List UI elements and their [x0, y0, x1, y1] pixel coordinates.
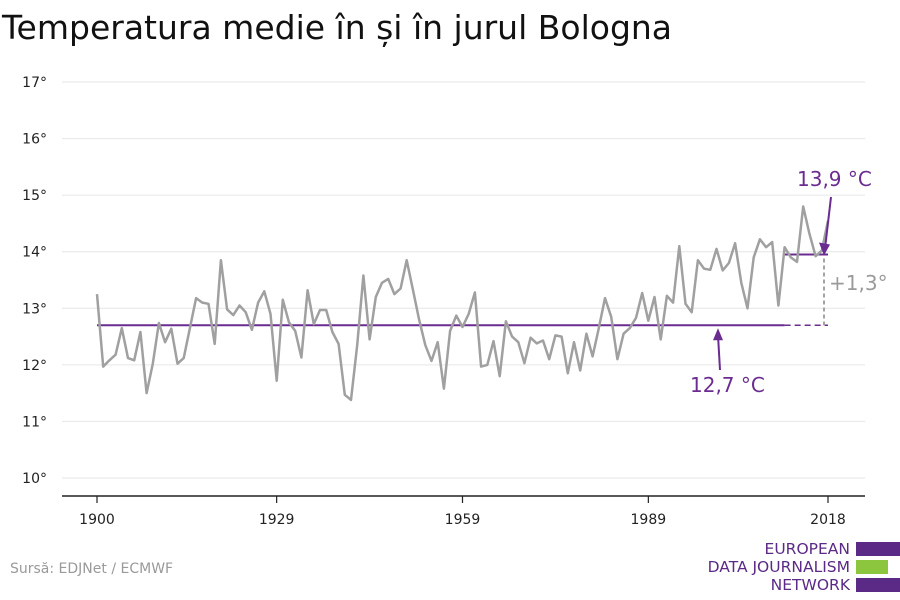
baseline-label: 12,7 °C — [690, 373, 765, 397]
x-tick-label: 1989 — [631, 512, 667, 528]
baseline-arrow-head — [713, 328, 723, 341]
y-tick-labels: 10° 11° 12° 13° 14° 15° 16° 17° — [22, 75, 47, 487]
y-tick-label: 12° — [22, 358, 47, 374]
x-axis: 1900 1929 1959 1989 2018 — [62, 495, 865, 528]
change-label: +1,3° — [829, 271, 888, 295]
x-tick-label: 1929 — [259, 512, 295, 528]
x-tick-label: 1900 — [79, 512, 115, 528]
grid-lines — [62, 81, 865, 479]
logo-line-2: DATA JOURNALISM — [707, 558, 850, 576]
y-tick-label: 10° — [22, 471, 47, 487]
y-tick-label: 14° — [22, 245, 47, 261]
temperature-line — [95, 205, 830, 402]
logo-line-1: EUROPEAN — [764, 540, 850, 558]
y-tick-label: 13° — [22, 301, 47, 317]
edjnet-logo[interactable]: EUROPEAN DATA JOURNALISM NETWORK — [700, 538, 900, 596]
y-tick-label: 15° — [22, 188, 47, 204]
x-tick-label: 2018 — [810, 512, 846, 528]
y-tick-label: 17° — [22, 75, 47, 91]
x-tick-label: 1959 — [445, 512, 481, 528]
logo-bar-gap — [888, 560, 900, 574]
chart-title: Temperatura medie în și în jurul Bologna — [2, 8, 673, 47]
logo-bar-purple-bottom — [856, 578, 900, 592]
logo-bar-purple-top — [856, 542, 900, 556]
source-note: Sursă: EDJNet / ECMWF — [10, 561, 174, 577]
annotations: +1,3° 13,9 °C 12,7 °C — [690, 167, 888, 397]
recent-average-label: 13,9 °C — [797, 167, 872, 191]
baseline-arrow-line — [717, 335, 721, 371]
recent-arrow-head — [819, 242, 830, 256]
y-tick-label: 16° — [22, 132, 47, 148]
logo-line-3: NETWORK — [770, 576, 850, 594]
y-tick-label: 11° — [22, 414, 47, 430]
series-layer — [95, 205, 830, 402]
recent-arrow-line — [824, 196, 832, 249]
